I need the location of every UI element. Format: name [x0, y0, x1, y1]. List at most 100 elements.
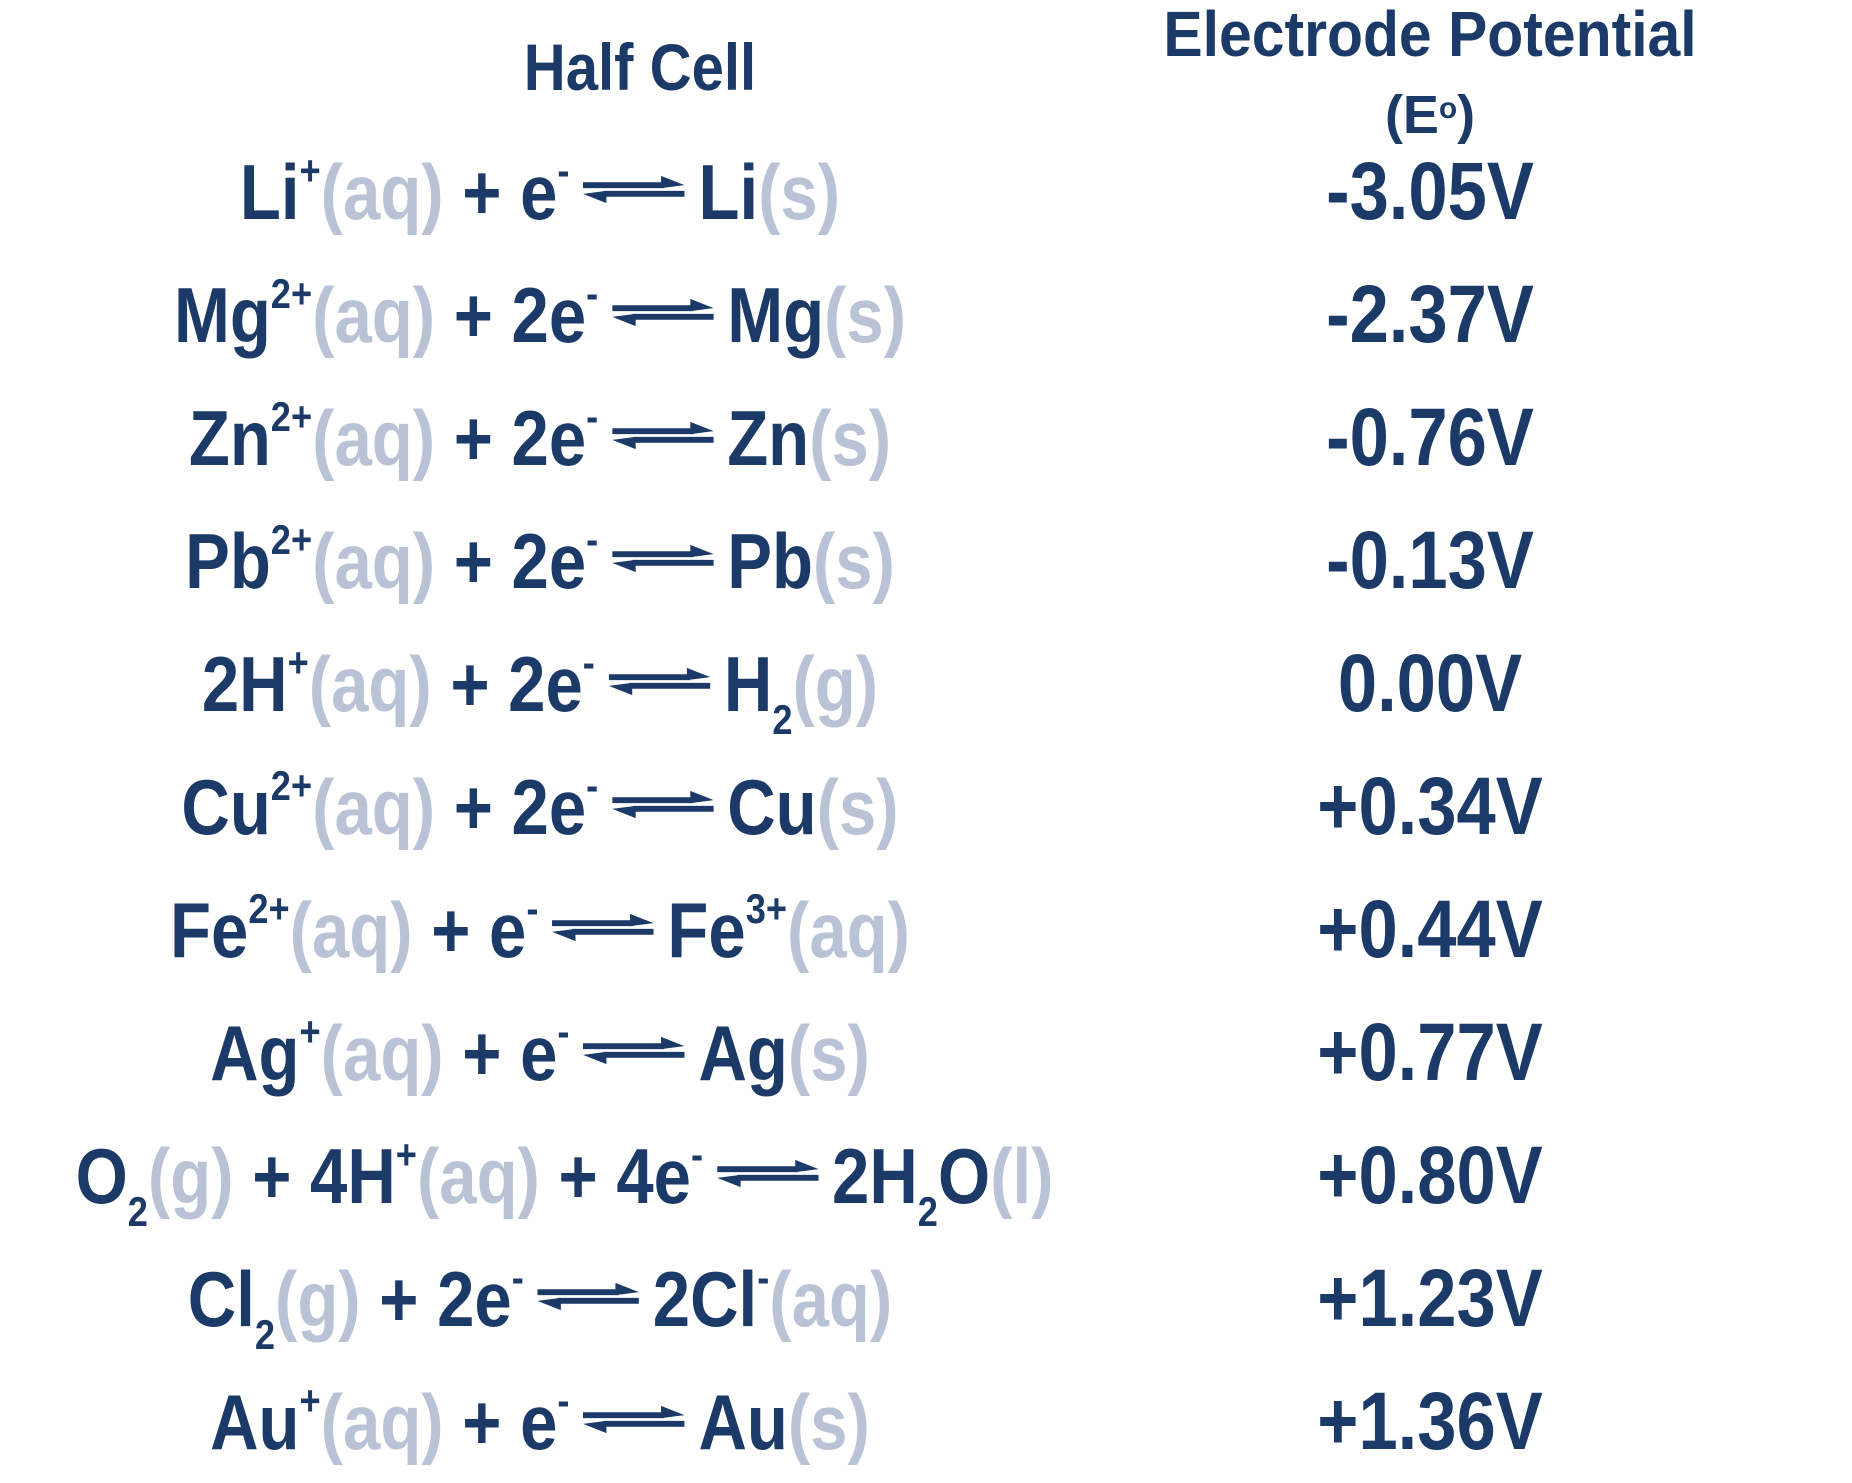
half-cell-row-hydrogen: 2H+(aq) + 2e- H2(g) 0.00V	[0, 622, 1852, 745]
state-symbol: (s)	[758, 147, 841, 236]
species-text: + e	[443, 1008, 558, 1097]
half-cell-rows: Li+(aq) + e- Li(s) -3.05V Mg2+(aq) + 2e- Mg(…	[0, 130, 1852, 1483]
half-cell-row-copper: Cu2+(aq) + 2e- Cu(s) +0.34V	[0, 745, 1852, 868]
species-text: Ag	[698, 1008, 788, 1097]
state-symbol: (s)	[812, 516, 895, 605]
state-symbol: (aq)	[786, 885, 910, 974]
state-symbol: (aq)	[312, 516, 436, 605]
species-text: Li	[698, 147, 759, 236]
half-cell-row-gold: Au+(aq) + e- Au(s) +1.36V	[0, 1360, 1852, 1483]
species-text: Ag	[210, 1008, 300, 1097]
electrode-potential-value: -2.37V	[1326, 268, 1534, 360]
electrode-potential-value: +1.36V	[1317, 1375, 1543, 1467]
charge-superscript: 3+	[745, 884, 787, 932]
electrode-potential-value: -0.76V	[1326, 391, 1534, 483]
charge-superscript: 2+	[270, 269, 313, 317]
electrode-potential-value: +0.44V	[1317, 883, 1543, 975]
state-symbol: (aq)	[312, 393, 436, 482]
equilibrium-arrow-icon	[716, 1160, 819, 1188]
species-text: Cu	[727, 762, 817, 851]
half-cell-row-lead: Pb2+(aq) + 2e- Pb(s) -0.13V	[0, 499, 1852, 622]
species-text: O	[75, 1131, 128, 1220]
species-text: 2H	[832, 1131, 918, 1220]
species-text: Au	[698, 1377, 788, 1466]
species-text: Cu	[181, 762, 271, 851]
state-symbol: (aq)	[416, 1131, 540, 1220]
charge-superscript: +	[299, 1007, 321, 1055]
electrode-potential-value: +0.77V	[1317, 1006, 1543, 1098]
species-text: Fe	[170, 885, 249, 974]
half-cell-equation: Li+(aq) + e- Li(s)	[76, 149, 1005, 230]
equilibrium-arrow-icon	[583, 1406, 685, 1434]
half-cell-equation: Mg2+(aq) + 2e- Mg(s)	[76, 272, 1005, 353]
charge-superscript: -	[582, 638, 595, 686]
half-cell-row-chlorine: Cl2(g) + 2e- 2Cl-(aq) +1.23V	[0, 1237, 1852, 1360]
species-text: Zn	[727, 393, 810, 482]
species-text: Mg	[173, 270, 271, 359]
species-text: Au	[210, 1377, 300, 1466]
species-text: Zn	[188, 393, 271, 482]
charge-superscript: -	[557, 1376, 570, 1424]
charge-superscript: +	[287, 638, 309, 686]
state-symbol: (s)	[824, 270, 907, 359]
electrode-potential-symbol: (Eo)	[1080, 88, 1780, 142]
half-cell-row-zinc: Zn2+(aq) + 2e- Zn(s) -0.76V	[0, 376, 1852, 499]
charge-superscript: -	[586, 392, 599, 440]
half-cell-equation: Fe2+(aq) + e- Fe3+(aq)	[76, 887, 1005, 968]
electrode-potential-header: Electrode Potential (Eo)	[1080, 2, 1780, 142]
species-text: + e	[412, 885, 527, 974]
species-text: 2H	[201, 639, 288, 728]
electrode-potential-title: Electrode Potential	[1163, 0, 1697, 70]
species-text: + 4e	[539, 1131, 691, 1220]
half-cell-equation: Pb2+(aq) + 2e- Pb(s)	[76, 518, 1005, 599]
state-symbol: (aq)	[320, 147, 444, 236]
species-text: Mg	[727, 270, 825, 359]
state-symbol: (aq)	[320, 1377, 444, 1466]
species-text: H	[723, 639, 773, 728]
equilibrium-arrow-icon	[611, 422, 714, 450]
species-text: Li	[239, 147, 300, 236]
charge-superscript: 2+	[270, 761, 313, 809]
species-text: + 2e	[360, 1254, 512, 1343]
charge-superscript: -	[757, 1253, 770, 1301]
species-text: + 2e	[435, 516, 587, 605]
species-text: Pb	[185, 516, 271, 605]
charge-superscript: -	[690, 1130, 704, 1178]
species-text: Cl	[187, 1254, 255, 1343]
half-cell-equation: 2H+(aq) + 2e- H2(g)	[76, 641, 1005, 740]
electrode-potential-value: +1.23V	[1317, 1252, 1543, 1344]
charge-superscript: 2+	[270, 515, 313, 563]
species-text: + 2e	[435, 270, 587, 359]
state-symbol: (aq)	[769, 1254, 893, 1343]
species-text: Fe	[667, 885, 746, 974]
half-cell-equation: Au+(aq) + e- Au(s)	[76, 1379, 1005, 1460]
state-symbol: (aq)	[289, 885, 413, 974]
formula-subscript: 2	[917, 1187, 938, 1235]
formula-subscript: 2	[127, 1187, 148, 1235]
state-symbol: (g)	[147, 1131, 234, 1220]
electrode-potential-value: -0.13V	[1326, 514, 1534, 606]
equilibrium-arrow-icon	[583, 1037, 685, 1065]
equilibrium-arrow-icon	[608, 668, 711, 696]
species-text: + 4H	[233, 1131, 396, 1220]
half-cell-equation: Zn2+(aq) + 2e- Zn(s)	[76, 395, 1005, 476]
half-cell-row-oxygen: O2(g) + 4H+(aq) + 4e- 2H2O(l) +0.80V	[0, 1114, 1852, 1237]
electrode-potential-value: +0.34V	[1317, 760, 1543, 852]
half-cell-row-silver: Ag+(aq) + e- Ag(s) +0.77V	[0, 991, 1852, 1114]
charge-superscript: -	[586, 761, 599, 809]
formula-subscript: 2	[254, 1310, 275, 1358]
symbol-open: (E	[1384, 85, 1439, 145]
species-text: O	[937, 1131, 991, 1220]
species-text: + 2e	[435, 393, 587, 482]
charge-superscript: -	[526, 884, 539, 932]
half-cell-equation: Ag+(aq) + e- Ag(s)	[76, 1010, 1005, 1091]
species-text: 2Cl	[652, 1254, 758, 1343]
half-cell-row-lithium: Li+(aq) + e- Li(s) -3.05V	[0, 130, 1852, 253]
half-cell-equation: Cu2+(aq) + 2e- Cu(s)	[76, 764, 1005, 845]
state-symbol: (aq)	[308, 639, 432, 728]
state-symbol: (g)	[792, 639, 879, 728]
state-symbol: (g)	[274, 1254, 361, 1343]
species-text: + 2e	[431, 639, 583, 728]
half-cell-header: Half Cell	[523, 30, 757, 104]
